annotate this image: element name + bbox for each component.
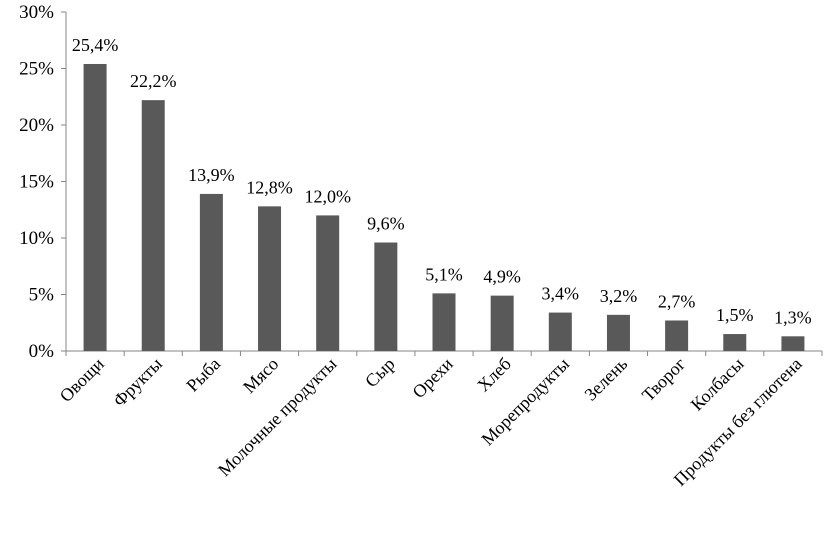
bar (665, 320, 689, 351)
data-label: 1,3% (774, 307, 812, 327)
category-label: Фрукты (109, 354, 166, 411)
bar (490, 295, 514, 351)
category-label: Рыба (182, 354, 224, 396)
bar (141, 100, 165, 351)
y-tick-label: 10% (19, 228, 54, 249)
data-label: 12,8% (246, 177, 293, 197)
data-label: 9,6% (367, 214, 405, 234)
labels: 25,4% Овощи 22,2% Фрукты 13,9% Рыба 12,8% Мясо 1… (56, 35, 812, 490)
bars (83, 63, 805, 351)
bar (258, 206, 282, 351)
category-label: Колбасы (687, 354, 748, 415)
y-tick-label: 20% (19, 115, 54, 136)
category-label: Овощи (56, 353, 108, 405)
y-tick-label: 5% (29, 285, 55, 306)
data-label: 3,4% (542, 284, 580, 304)
data-label: 4,9% (483, 267, 521, 287)
category-label: Орехи (408, 353, 457, 402)
bar (374, 242, 398, 351)
data-label: 12,0% (304, 186, 351, 206)
bar (83, 63, 107, 351)
bar (606, 314, 630, 351)
data-label: 3,2% (600, 286, 638, 306)
bar (199, 193, 223, 351)
category-label: Зелень (580, 354, 631, 405)
data-label: 5,1% (425, 264, 463, 284)
bar (432, 293, 456, 351)
y-tick-label: 25% (19, 59, 54, 80)
y-tick-label: 30% (19, 2, 54, 23)
data-label: 13,9% (188, 165, 235, 185)
category-label: Творог (638, 354, 690, 406)
category-label: Сыр (361, 354, 399, 392)
data-label: 2,7% (658, 291, 696, 311)
bar (723, 334, 747, 351)
axes: 0% 5% 10% 15% 20% 25% 30% (19, 2, 823, 362)
bar (316, 215, 340, 351)
category-label: Хлеб (473, 354, 515, 396)
y-tick-label: 0% (29, 341, 55, 362)
category-label: Мясо (239, 354, 282, 397)
bar (781, 336, 805, 351)
data-label: 22,2% (130, 71, 177, 91)
data-label: 25,4% (72, 35, 119, 55)
y-tick-label: 15% (19, 172, 54, 193)
bar (548, 312, 572, 351)
data-label: 1,5% (716, 305, 754, 325)
